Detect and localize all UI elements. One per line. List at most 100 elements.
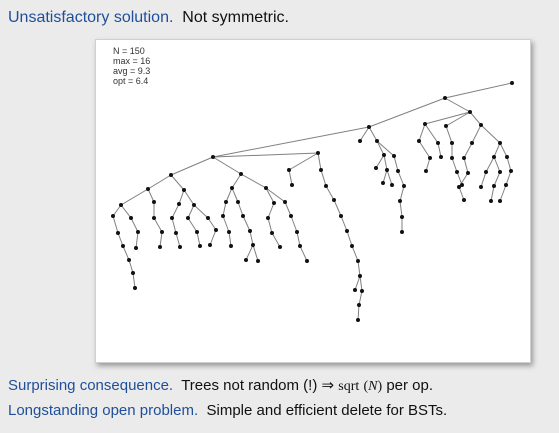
tree-edge [505,170,512,186]
tree-node [272,201,276,205]
tree-edge [399,185,405,202]
tree-edge [242,215,251,232]
tree-node [116,231,120,235]
tree-edge [267,217,273,234]
tree-node [392,154,396,158]
tree-edge [117,232,124,247]
tree-edge [130,217,139,233]
tree-edge [493,142,501,158]
tree-node [360,289,364,293]
tree-edge [376,140,395,157]
tree-edge [463,142,473,159]
tree-node [466,171,470,175]
tree-node [468,110,472,114]
tree-node [221,214,225,218]
tree-edge [245,244,254,261]
tree-node [390,183,394,187]
headline-label: Unsatisfactory solution. [8,9,174,26]
tree-node [178,245,182,249]
tree-edge [147,188,155,203]
tree-edge [225,187,233,203]
tree-node [206,216,210,220]
tree-edge [183,189,195,206]
tree-edge [399,200,403,218]
tree-node [484,170,488,174]
tree-node [305,259,309,263]
tree-edge [354,275,361,291]
tree-node [382,153,386,157]
tree-edge [317,152,322,171]
tree-node [400,230,404,234]
tree-node [170,216,174,220]
tree-node [396,169,400,173]
tree-node [444,124,448,128]
tree-edge [288,169,293,186]
tree-node [455,170,459,174]
tree-edge [469,111,482,126]
tree-edge [499,184,507,202]
tree-edge [458,186,465,201]
var-n: N [368,379,378,394]
tree-node [287,168,291,172]
tree-node [146,187,150,191]
tree-edge [376,140,385,156]
tree-node [381,181,385,185]
tree-edge [132,272,136,289]
tree-node [489,199,493,203]
tree-node [316,151,320,155]
tree-node [198,244,202,248]
tree-edge [358,290,363,306]
tree-edge [187,204,195,219]
tree-edge [382,169,388,184]
tree-edges [112,82,513,321]
tree-edge [128,259,134,274]
tree-edge [120,204,132,219]
tree-node [504,183,508,187]
tree-node [356,318,360,322]
tree-node [182,188,186,192]
tree-edge [112,204,122,217]
tree-stats: N = 150 max = 16 avg = 9.3 opt = 6.4 [113,46,150,86]
tree-node [241,214,245,218]
tree-node [402,184,406,188]
tree-edge [265,187,286,203]
tree-edge [368,126,378,142]
tree-node [129,216,133,220]
bst-tree-diagram [111,81,514,322]
tree-edge [196,231,201,247]
tree-edge [212,156,242,175]
tree-node [498,199,502,203]
tree-edge [418,123,426,142]
tree-node [345,229,349,233]
tree-edge [451,157,458,173]
tree-nodes [111,81,514,322]
tree-node [479,185,483,189]
tree-edge [240,173,267,189]
tree-edge [359,126,370,142]
tree-edge [178,189,185,205]
headline-text: Not symmetric. [182,9,289,26]
tree-edge [386,169,393,186]
tree-edge [351,245,359,262]
tree-node [462,198,466,202]
tree-edge [357,260,361,277]
tree-node [239,172,243,176]
tree-edge [340,215,348,232]
tree-node [375,139,379,143]
tree-node [266,216,270,220]
tree-edge [463,157,469,174]
tree-node [443,96,447,100]
implies-arrow: ⇒ [321,377,335,394]
tree-edge [375,154,385,169]
tree-edge [147,174,172,190]
tree-node [136,230,140,234]
tree-edge [231,187,239,203]
tree-node [428,156,432,160]
tree-node [152,200,156,204]
tree-edge [485,156,495,173]
tree-edge [290,215,298,233]
tree-edge [493,171,501,187]
tree-node [353,288,357,292]
tree-node [424,169,428,173]
tree-edge [170,174,185,191]
